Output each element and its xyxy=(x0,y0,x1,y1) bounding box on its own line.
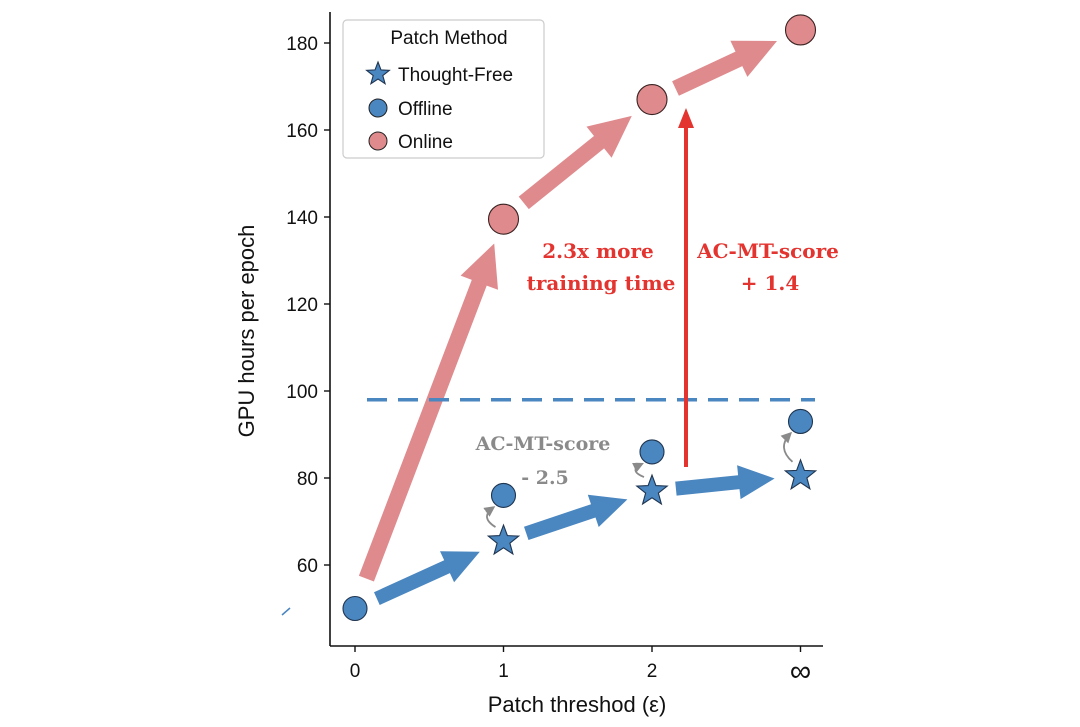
red-arrow-head xyxy=(678,108,694,128)
offline-point xyxy=(787,408,814,435)
online-trend-arrow xyxy=(358,243,498,582)
y-tick-label: 80 xyxy=(297,469,318,490)
score-down-label-1: AC-MT-score xyxy=(475,433,611,455)
online-point xyxy=(636,84,668,116)
legend-box xyxy=(342,19,545,159)
gray-shift-arrow xyxy=(631,462,645,478)
data-markers xyxy=(342,14,818,622)
offline-point xyxy=(639,439,665,465)
y-axis-title: GPU hours per epoch xyxy=(234,225,259,438)
x-tick-label: ∞ xyxy=(790,655,811,688)
score-up-label-1: AC-MT-score xyxy=(696,239,839,263)
training-time-label-2: training time xyxy=(527,271,676,295)
stray-mark xyxy=(281,607,291,616)
online-point xyxy=(487,203,520,235)
gray-shift-arrow xyxy=(780,431,794,463)
online-trend-arrow xyxy=(518,115,632,210)
legend-title: Patch Method xyxy=(390,28,507,49)
legend-label: Thought-Free xyxy=(398,65,513,86)
y-tick-label: 160 xyxy=(286,121,318,142)
score-increase-arrow xyxy=(678,108,694,467)
score-up-label-2: + 1.4 xyxy=(741,271,800,295)
thought-free-point xyxy=(783,458,818,491)
thought-free-trend-arrow xyxy=(675,465,775,500)
y-tick-label: 100 xyxy=(286,382,318,403)
x-ticks: 0 1 2 ∞ xyxy=(350,646,811,688)
legend-circle-icon xyxy=(368,98,388,118)
legend-circle-icon xyxy=(368,131,388,151)
score-down-label-2: - 2.5 xyxy=(521,467,569,489)
online-point xyxy=(784,14,817,46)
gray-shift-arrow xyxy=(483,506,496,528)
legend-label: Online xyxy=(398,132,453,153)
online-trend-arrow xyxy=(672,40,777,96)
x-tick-label: 0 xyxy=(350,661,361,682)
y-tick-label: 60 xyxy=(297,556,318,577)
x-axis-title: Patch threshod (ε) xyxy=(488,692,667,717)
y-tick-label: 180 xyxy=(286,34,318,55)
thought-free-trend-arrow xyxy=(524,494,628,540)
legend: Patch Method Thought-Free Offline Online xyxy=(342,19,545,159)
offline-point xyxy=(490,482,517,508)
offline-point xyxy=(342,595,368,622)
thought-free-point xyxy=(635,473,669,506)
trend-arrows xyxy=(358,40,777,605)
thought-free-point xyxy=(486,523,521,556)
legend-star-icon xyxy=(365,60,391,85)
training-time-label-1: 2.3x more xyxy=(542,239,653,263)
y-tick-label: 140 xyxy=(286,208,318,229)
thought-free-trend-arrow xyxy=(374,551,480,605)
y-ticks: 60 80 100 120 140 160 180 xyxy=(286,34,330,577)
x-tick-label: 1 xyxy=(498,661,509,682)
x-tick-label: 2 xyxy=(647,661,658,682)
y-tick-label: 120 xyxy=(286,295,318,316)
score-shift-arrows xyxy=(483,431,794,528)
legend-label: Offline xyxy=(398,99,453,120)
